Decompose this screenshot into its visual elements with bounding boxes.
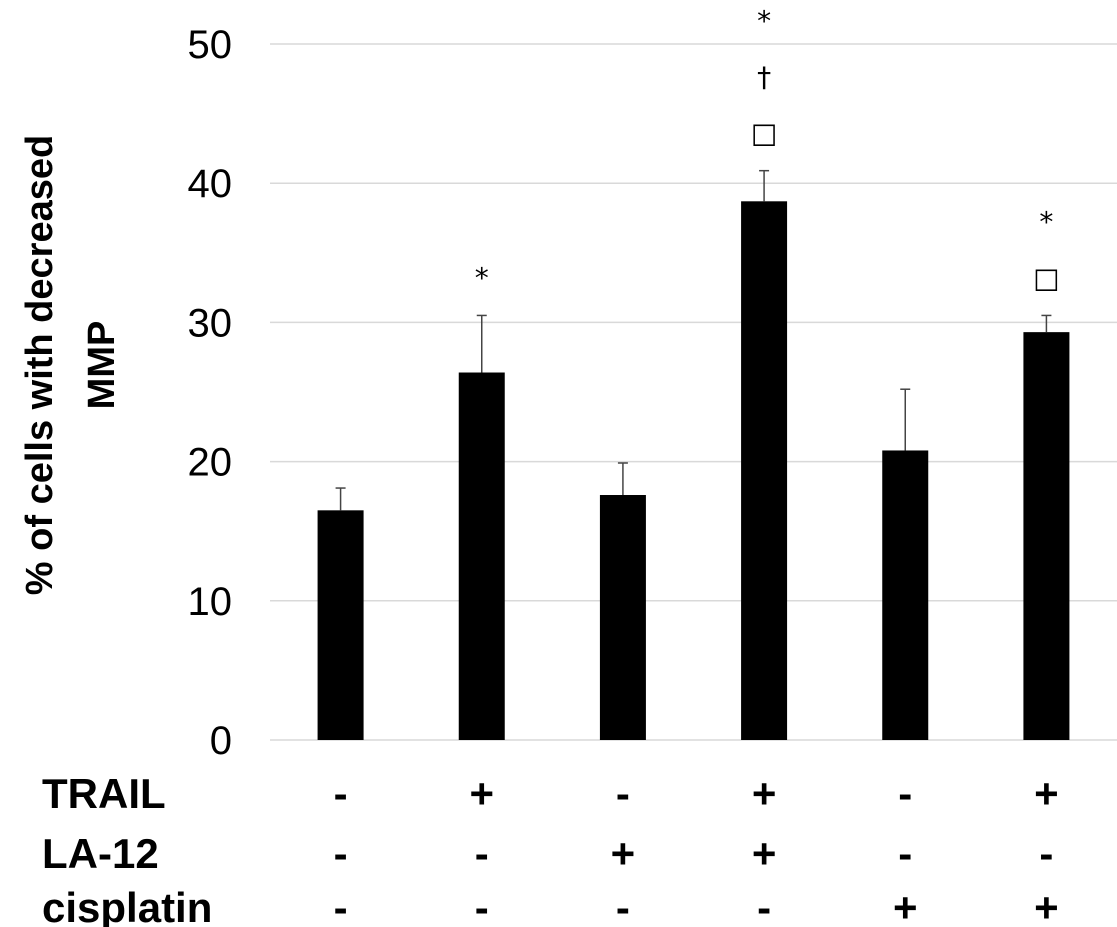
treatment-sign: + xyxy=(893,884,918,927)
significance-annotations: * * † □ * □ xyxy=(475,5,1060,295)
treatment-sign: - xyxy=(334,884,348,927)
treatment-sign: + xyxy=(752,770,777,817)
treatment-sign: + xyxy=(752,830,777,877)
treatment-sign: - xyxy=(898,770,912,817)
bars xyxy=(317,201,1070,740)
treatment-sign: - xyxy=(334,770,348,817)
y-tick-label: 0 xyxy=(210,719,232,763)
bar xyxy=(741,201,788,740)
bar xyxy=(1023,332,1070,740)
bar xyxy=(458,372,505,740)
error-bars xyxy=(335,169,1052,511)
treatment-table: TRAIL - + - + - + LA-12 - - + + - - cisplatin - - - - + + xyxy=(42,770,1059,927)
treatment-sign: - xyxy=(334,830,348,877)
treatment-label: LA-12 xyxy=(42,830,159,877)
y-tick-label: 40 xyxy=(188,162,233,206)
y-tick-label: 50 xyxy=(188,23,233,67)
gridlines xyxy=(270,43,1117,741)
bar xyxy=(599,495,646,740)
significance-marker: † xyxy=(757,61,771,94)
treatment-sign: + xyxy=(611,830,636,877)
bar xyxy=(882,450,929,740)
significance-marker: □ xyxy=(751,117,777,150)
y-tick-labels: 0 10 20 30 40 50 xyxy=(188,23,233,763)
treatment-sign: - xyxy=(616,770,630,817)
treatment-label: TRAIL xyxy=(42,770,166,817)
treatment-sign: + xyxy=(469,770,494,817)
y-tick-label: 10 xyxy=(188,580,233,624)
treatment-sign: - xyxy=(757,884,771,927)
significance-marker: * xyxy=(475,261,489,294)
treatment-sign: + xyxy=(1034,770,1059,817)
y-axis-label-line1: % of cells with decreased xyxy=(19,135,61,595)
significance-marker: * xyxy=(757,5,771,38)
bar xyxy=(317,510,364,740)
significance-marker: * xyxy=(1039,205,1053,238)
y-tick-label: 30 xyxy=(188,301,233,345)
significance-marker: □ xyxy=(1033,261,1059,294)
treatment-label: cisplatin xyxy=(42,884,212,927)
treatment-sign: - xyxy=(1039,830,1053,877)
treatment-sign: + xyxy=(1034,884,1059,927)
y-tick-label: 20 xyxy=(188,441,233,485)
treatment-sign: - xyxy=(475,830,489,877)
treatment-sign: - xyxy=(616,884,630,927)
treatment-sign: - xyxy=(898,830,912,877)
treatment-sign: - xyxy=(475,884,489,927)
y-axis-label-line2: MMP xyxy=(81,321,123,410)
